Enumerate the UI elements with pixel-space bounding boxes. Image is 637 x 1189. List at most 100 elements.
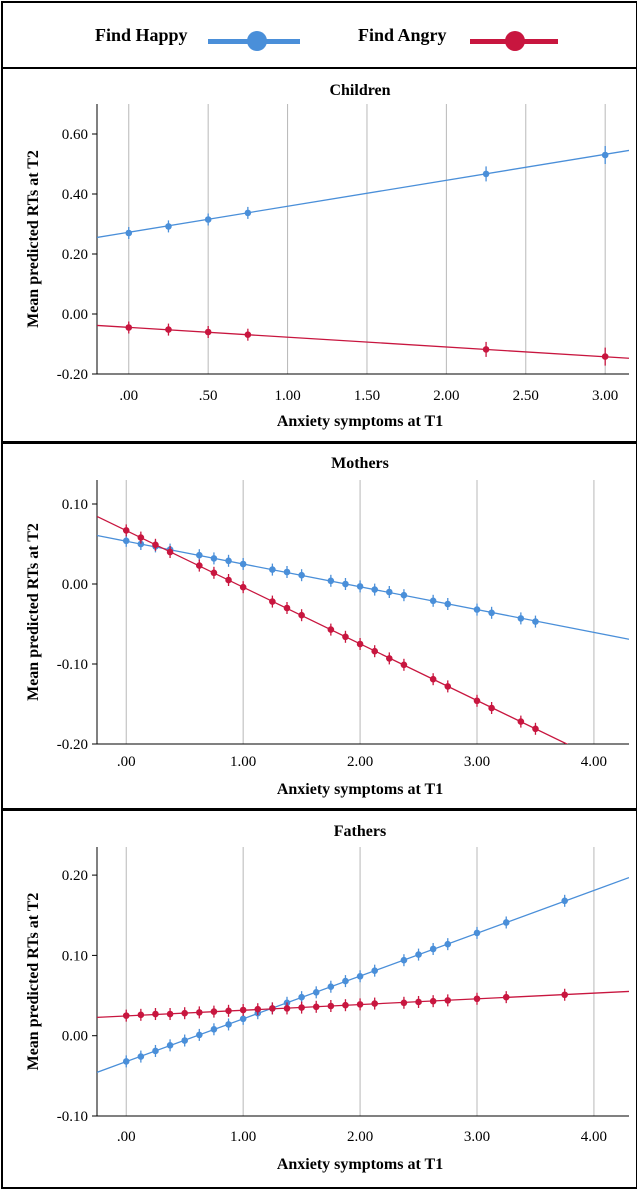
data-point-find-happy: [239, 560, 247, 568]
x-tick-label: 1.00: [230, 1129, 256, 1145]
data-point-find-happy: [356, 972, 364, 980]
data-point-find-happy: [532, 618, 539, 625]
data-point-find-angry: [239, 583, 247, 591]
y-tick-label: -0.10: [57, 657, 88, 673]
x-tick-label: .00: [117, 1129, 136, 1145]
data-point-find-happy: [327, 983, 335, 991]
panel-title: Children: [329, 82, 390, 99]
data-point-find-angry: [165, 326, 172, 333]
data-point-find-happy: [429, 597, 437, 605]
data-point-find-angry: [125, 324, 133, 331]
x-tick-label: 4.00: [581, 1129, 607, 1145]
legend: Find Happy Find Angry: [3, 3, 636, 69]
fit-line-find-angry: [97, 324, 629, 359]
y-tick-label: 0.00: [62, 1029, 88, 1045]
x-tick-label: 2.00: [347, 754, 373, 770]
data-point-find-happy: [415, 951, 422, 958]
data-point-find-happy: [429, 945, 437, 953]
data-point-find-angry: [269, 598, 276, 605]
x-tick-label: .00: [117, 754, 136, 770]
panel-divider: [3, 441, 636, 444]
data-point-find-happy: [122, 537, 130, 545]
data-point-find-happy: [371, 586, 378, 593]
y-tick-label: 0.60: [62, 127, 88, 143]
data-point-find-angry: [342, 1001, 349, 1009]
data-point-find-angry: [502, 993, 510, 1001]
data-point-find-angry: [244, 331, 252, 339]
x-tick-label: 1.00: [274, 388, 300, 404]
data-point-find-angry: [342, 633, 349, 641]
x-tick-label: 1.00: [230, 754, 256, 770]
data-point-find-happy: [444, 600, 452, 608]
data-point-find-angry: [152, 1010, 159, 1018]
legend-label-find-happy: Find Happy: [95, 25, 188, 45]
chart-mothers: -0.20 -0.10 0.00 0.10 .00 1.00 2.00 3.00 4.00 Mot…: [25, 455, 629, 798]
data-point-find-angry: [312, 1003, 320, 1011]
data-point-find-angry: [204, 328, 212, 336]
y-axis-label: Mean predicted RTs at T2: [25, 893, 42, 1071]
data-point-find-happy: [298, 571, 305, 579]
data-point-find-happy: [283, 568, 291, 576]
data-point-find-angry: [137, 1011, 145, 1019]
data-point-find-happy: [482, 170, 490, 178]
x-tick-label: 2.50: [513, 388, 539, 404]
data-point-find-happy: [196, 1031, 203, 1039]
data-point-find-happy: [400, 591, 408, 599]
panel-divider: [3, 808, 636, 811]
y-tick-label: -0.20: [57, 737, 88, 753]
data-point-find-happy: [244, 209, 252, 217]
panel-fathers: -0.10 0.00 0.10 0.20 .00 1.00 2.00 3.00 4.00 Fath…: [3, 811, 636, 1187]
data-point-find-angry: [166, 548, 174, 556]
data-point-find-angry: [444, 683, 452, 690]
data-point-find-angry: [429, 675, 437, 683]
data-point-find-happy: [125, 229, 133, 237]
data-point-find-happy: [239, 1015, 247, 1023]
data-point-find-happy: [181, 1037, 188, 1044]
data-point-find-angry: [327, 1002, 335, 1010]
data-point-find-happy: [601, 151, 609, 159]
data-point-find-happy: [204, 216, 212, 223]
data-point-find-angry: [601, 353, 609, 360]
x-tick-label: 3.00: [464, 1129, 490, 1145]
data-point-find-happy: [312, 989, 320, 996]
data-point-find-angry: [210, 1008, 218, 1015]
y-tick-label: -0.10: [57, 1109, 88, 1125]
data-point-find-angry: [283, 604, 291, 612]
data-point-find-happy: [400, 956, 408, 964]
x-tick-label: 1.50: [354, 388, 380, 404]
data-point-find-angry: [400, 999, 408, 1007]
data-point-find-angry: [269, 1005, 276, 1012]
y-tick-label: 0.10: [62, 497, 88, 513]
fit-line-find-happy: [97, 149, 629, 239]
data-point-find-happy: [225, 1021, 232, 1028]
data-point-find-happy: [327, 577, 335, 585]
data-point-find-angry: [429, 997, 437, 1005]
data-point-find-angry: [225, 576, 232, 584]
data-point-find-angry: [239, 1006, 247, 1014]
panel-title: Mothers: [331, 455, 389, 472]
data-point-find-angry: [561, 991, 568, 999]
data-point-find-happy: [166, 1042, 174, 1049]
x-axis-label: Anxiety symptoms at T1: [277, 413, 443, 430]
legend-label-find-angry: Find Angry: [358, 25, 447, 45]
data-point-find-happy: [342, 977, 349, 985]
panel-children: -0.20 0.00 0.20 0.40 0.60 .00 .50 1.00 1.50 2.00 2…: [3, 69, 636, 443]
data-point-find-angry: [152, 541, 159, 549]
data-point-find-happy: [137, 540, 145, 548]
data-point-find-happy: [298, 993, 305, 1001]
x-tick-label: 3.00: [464, 754, 490, 770]
data-point-find-angry: [298, 611, 305, 619]
data-point-find-happy: [342, 580, 349, 588]
chart-children: -0.20 0.00 0.20 0.40 0.60 .00 .50 1.00 1.50 2.00 2…: [25, 82, 629, 430]
chart-fathers: -0.10 0.00 0.10 0.20 .00 1.00 2.00 3.00 4.00 Fath…: [25, 823, 629, 1173]
data-point-find-angry: [400, 661, 408, 669]
y-tick-label: -0.20: [57, 367, 88, 383]
y-tick-label: 0.40: [62, 187, 88, 203]
y-tick-label: 0.20: [62, 868, 88, 884]
data-point-find-angry: [122, 527, 130, 534]
x-tick-label: .50: [199, 388, 218, 404]
data-point-find-angry: [122, 1012, 130, 1019]
data-point-find-angry: [196, 562, 203, 569]
x-tick-label: 2.00: [347, 1129, 373, 1145]
